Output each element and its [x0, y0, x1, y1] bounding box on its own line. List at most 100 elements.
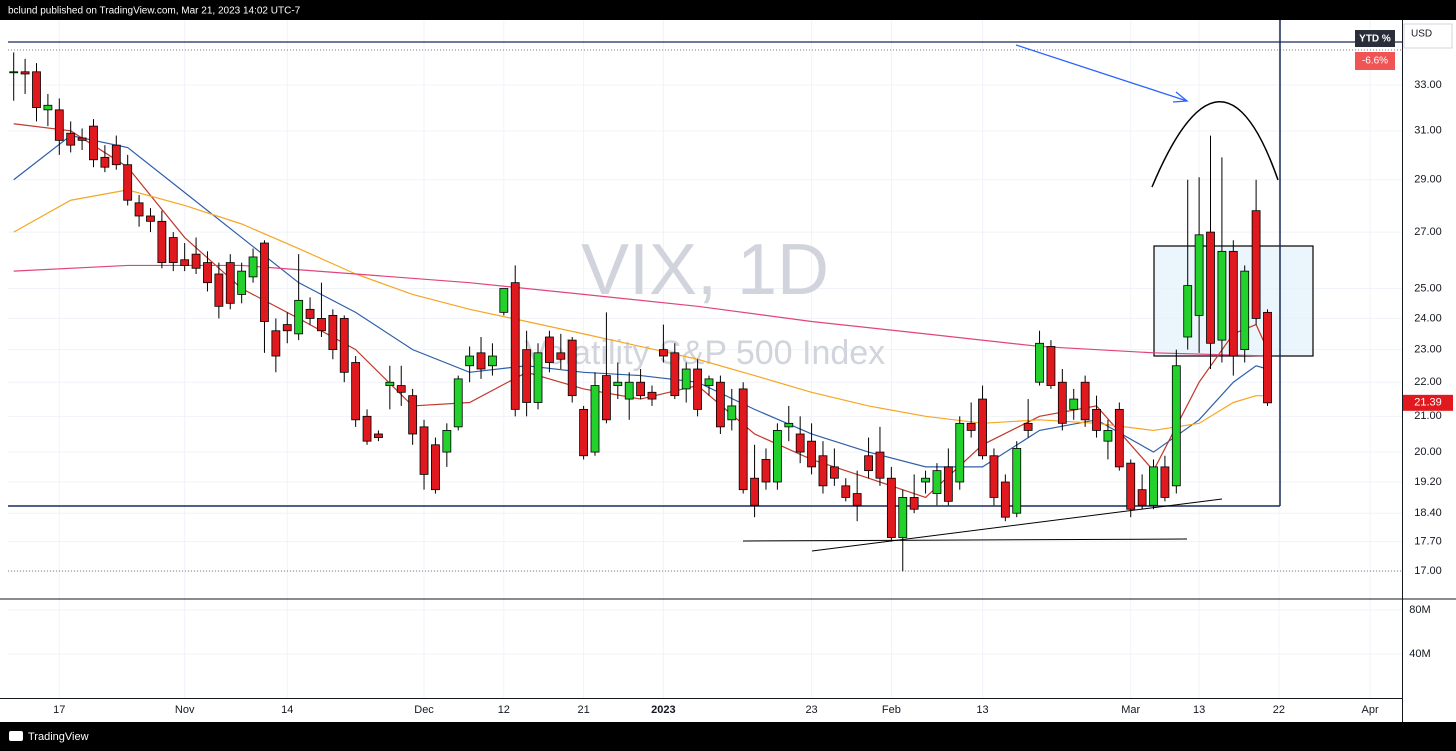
logo-icon	[9, 731, 23, 741]
drawing-arc	[1151, 101, 1279, 188]
candle-body	[658, 349, 668, 357]
y-tick-label: 29.00	[1414, 174, 1442, 186]
candle-body	[727, 405, 737, 421]
candle-body	[772, 430, 782, 483]
candle-body	[374, 433, 383, 438]
candle-body	[681, 368, 691, 390]
candle-body	[943, 466, 953, 502]
candle-body	[818, 455, 828, 487]
candle-body	[510, 282, 520, 410]
candle-body	[522, 349, 532, 403]
candle-body	[339, 318, 349, 373]
header-text: bclund published on TradingView.com, Mar…	[8, 6, 301, 17]
candle-body	[647, 391, 657, 400]
y-tick-label: 25.00	[1414, 282, 1442, 294]
candle-body	[1137, 489, 1147, 506]
candle-body	[1092, 408, 1101, 431]
candle-body	[1103, 430, 1113, 442]
candle-body	[898, 497, 908, 538]
candle-body	[20, 71, 30, 75]
candle-body	[248, 256, 258, 278]
x-tick-label: 12	[498, 704, 510, 716]
candle-body	[431, 444, 440, 491]
candle-body	[225, 262, 235, 304]
candle-body	[693, 368, 702, 410]
candle-body	[875, 451, 885, 479]
ytd-title-box	[1355, 30, 1395, 47]
volume-tick-label: 40M	[1409, 648, 1430, 660]
volume-tick-label: 80M	[1409, 604, 1430, 616]
candle-body	[978, 398, 987, 457]
candle-body	[1251, 210, 1261, 319]
candle-body	[852, 493, 862, 506]
candle-body	[1069, 398, 1079, 410]
candle-body	[932, 470, 942, 494]
x-tick-label: Dec	[414, 704, 434, 716]
x-tick-label: Apr	[1362, 704, 1379, 716]
candle-body	[351, 362, 361, 421]
x-tick-label: 21	[577, 704, 589, 716]
candle-body	[54, 109, 64, 141]
x-tick-label: Mar	[1121, 704, 1140, 716]
candle-body	[191, 253, 201, 269]
candle-body	[1183, 285, 1193, 338]
candle-body	[579, 408, 589, 457]
x-tick-label: 13	[1193, 704, 1205, 716]
last-price-box	[1403, 394, 1453, 411]
candle-body	[784, 422, 794, 428]
candle-body	[43, 104, 53, 111]
x-tick-label: 13	[976, 704, 988, 716]
candle-body	[32, 71, 41, 108]
x-tick-label: 17	[53, 704, 65, 716]
x-tick-label: 14	[281, 704, 293, 716]
candle-body	[795, 433, 805, 453]
candle-body	[362, 415, 372, 442]
x-tick-label: Nov	[175, 704, 195, 716]
y-tick-label: 19.20	[1414, 476, 1442, 488]
candle-body	[955, 422, 965, 483]
candle-body	[89, 125, 98, 161]
candle-body	[385, 381, 395, 386]
candle-body	[567, 339, 577, 397]
y-tick-label: 31.00	[1414, 125, 1442, 137]
candle-body	[1217, 250, 1227, 341]
candle-body	[442, 430, 452, 453]
candle-body	[533, 352, 543, 403]
candle-body	[9, 71, 19, 74]
candle-body	[396, 385, 406, 393]
last-price-label: 21.39	[1414, 397, 1442, 409]
candle-body	[1228, 250, 1238, 357]
candle-body	[1023, 422, 1033, 431]
y-tick-label: 23.00	[1414, 344, 1442, 356]
candle-body	[841, 485, 851, 498]
ytd-value-box	[1355, 52, 1395, 70]
y-tick-label: 17.00	[1414, 565, 1442, 577]
candle-body	[453, 378, 463, 428]
x-tick-label: 23	[805, 704, 817, 716]
candle-body	[602, 375, 611, 421]
candle-body	[419, 426, 429, 475]
candle-body	[294, 299, 304, 335]
candle-body	[77, 137, 87, 141]
drawing-arrow	[1015, 44, 1188, 102]
candle-body	[624, 381, 634, 400]
candle-body	[328, 314, 338, 351]
candle-body	[1240, 270, 1250, 351]
footer-brand: TradingView	[28, 731, 89, 743]
candle-body	[909, 497, 919, 510]
currency-box	[1403, 23, 1453, 49]
candle-body	[1206, 231, 1215, 344]
candle-body	[1035, 342, 1044, 383]
candle-body	[966, 422, 976, 431]
candle-body	[146, 215, 155, 222]
candle-body	[1046, 346, 1056, 386]
candle-body	[305, 308, 315, 319]
y-tick-label: 18.40	[1414, 507, 1442, 519]
candle-body	[886, 477, 896, 538]
ytd-title: YTD %	[1359, 34, 1391, 45]
candle-body	[499, 288, 509, 313]
ytd-value: -6.6%	[1362, 56, 1388, 67]
